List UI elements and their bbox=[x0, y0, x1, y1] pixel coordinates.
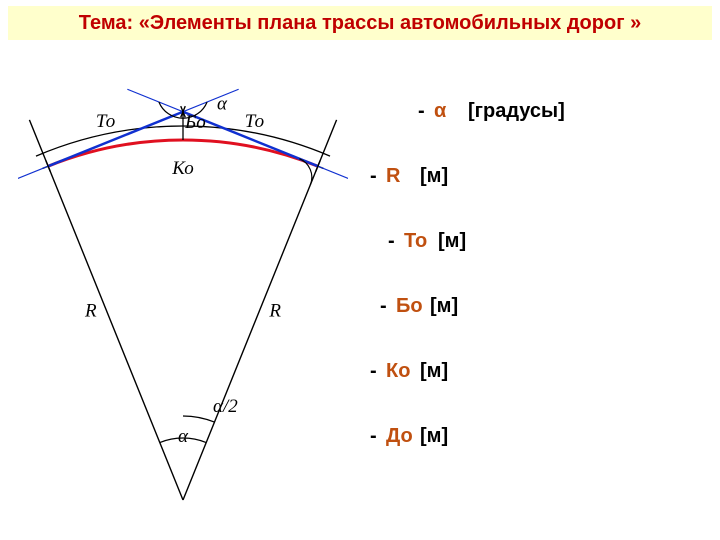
param-unit: [м] bbox=[420, 425, 448, 448]
svg-text:То: То bbox=[96, 111, 115, 132]
param-symbol: То bbox=[404, 230, 438, 253]
param-unit: [м] bbox=[420, 360, 448, 383]
param-unit: [м] bbox=[430, 295, 458, 318]
param-unit: [м] bbox=[420, 165, 448, 188]
diagram-svg: RRαα/2ТоТоα90БоКо bbox=[18, 60, 348, 520]
param-dash: - bbox=[388, 230, 404, 253]
svg-text:Бо: Бо bbox=[184, 112, 206, 133]
param-row: - α [градусы] bbox=[370, 100, 700, 123]
param-symbol: α bbox=[434, 100, 468, 123]
param-symbol: До bbox=[386, 425, 420, 448]
svg-text:α: α bbox=[178, 426, 189, 447]
param-row: - До [м] bbox=[370, 425, 700, 448]
param-unit: [м] bbox=[438, 230, 466, 253]
param-dash: - bbox=[418, 100, 434, 123]
param-dash: - bbox=[380, 295, 396, 318]
param-dash: - bbox=[370, 425, 386, 448]
param-symbol: R bbox=[386, 165, 420, 188]
parameter-list: - α [градусы]- R [м]- То [м]- Бо [м]- Ко… bbox=[370, 100, 700, 490]
param-dash: - bbox=[370, 165, 386, 188]
svg-text:R: R bbox=[268, 300, 281, 321]
param-unit: [градусы] bbox=[468, 100, 565, 123]
slide-title: Тема: «Элементы плана трассы автомобильн… bbox=[8, 6, 712, 40]
svg-text:R: R bbox=[84, 300, 97, 321]
param-row: - То [м] bbox=[370, 230, 700, 253]
svg-text:α/2: α/2 bbox=[213, 396, 238, 417]
param-row: - Бо [м] bbox=[370, 295, 700, 318]
svg-text:Ко: Ко bbox=[171, 158, 193, 179]
param-symbol: Бо bbox=[396, 295, 430, 318]
param-dash: - bbox=[370, 360, 386, 383]
svg-text:α: α bbox=[217, 94, 228, 115]
svg-text:То: То bbox=[245, 111, 264, 132]
param-row: - Ко [м] bbox=[370, 360, 700, 383]
curve-diagram: RRαα/2ТоТоα90БоКо bbox=[18, 60, 348, 520]
param-symbol: Ко bbox=[386, 360, 420, 383]
param-row: - R [м] bbox=[370, 165, 700, 188]
